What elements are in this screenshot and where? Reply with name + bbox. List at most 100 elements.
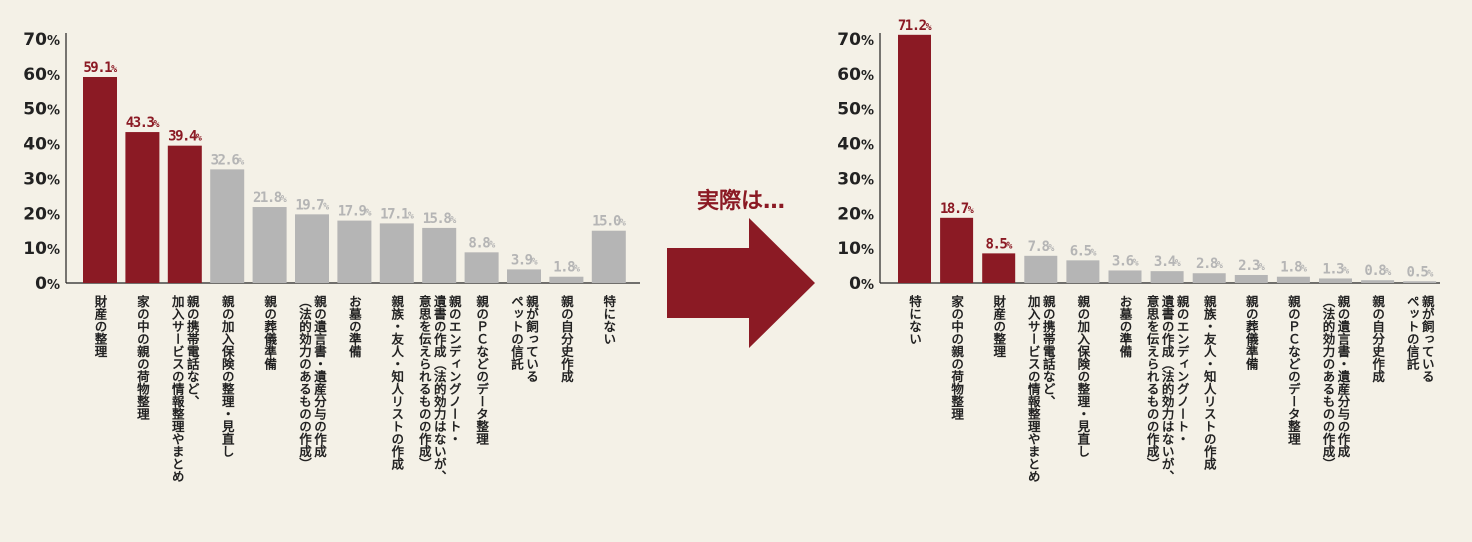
bar	[125, 132, 160, 283]
category-label: 親のエンディングノート・遺書の作成（法的効力はないが、意思を伝えられるものの作成…	[417, 294, 462, 483]
y-tick-label: 10%	[837, 239, 874, 259]
data-label: 32.6%	[211, 152, 245, 168]
bar	[464, 252, 499, 283]
category-label: 親の葬儀準備	[262, 294, 277, 371]
category-label: 特にない	[907, 294, 922, 345]
y-tick-label: 0%	[849, 274, 874, 294]
y-tick-label: 30%	[23, 169, 60, 189]
bar	[83, 76, 117, 283]
bar	[252, 207, 287, 283]
category-label-line: 親の遺言書・遺産分与の作成	[1336, 294, 1351, 458]
category-label-line: 親のＰＣなどのデータ整理	[474, 294, 489, 446]
bar	[1150, 271, 1184, 283]
category-label-line: 親の加入保険の整理・見直し	[220, 294, 235, 458]
bar	[422, 227, 457, 283]
data-label: 15.8%	[423, 211, 457, 227]
category-label: 親の加入保険の整理・見直し	[1075, 294, 1090, 458]
data-label: 3.9%	[511, 252, 538, 268]
y-tick-label: 40%	[23, 135, 60, 155]
bar	[167, 145, 202, 283]
data-label: 2.3%	[1238, 258, 1265, 274]
category-label-line: 親の加入保険の整理・見直し	[1075, 294, 1090, 458]
category-label: 親の加入保険の整理・見直し	[220, 294, 235, 458]
category-label-line: 親族・友人・知人リストの作成	[389, 294, 404, 471]
category-label-line: （法的効力のあるものの作成）	[1321, 295, 1336, 470]
bar	[1066, 260, 1100, 283]
category-label-line: 親の携帯電話など、	[1041, 294, 1056, 408]
category-label-line: 特にない	[907, 294, 922, 345]
category-label-line: 親の自分史作成	[559, 294, 574, 383]
data-label: 8.8%	[468, 235, 495, 251]
bar	[1361, 280, 1395, 283]
category-label: 特にない	[601, 294, 616, 345]
category-label: 親の遺言書・遺産分与の作成（法的効力のあるものの作成）	[297, 294, 327, 470]
y-tick-label: 60%	[23, 65, 60, 85]
data-label: 43.3%	[126, 115, 160, 131]
data-label: 1.8%	[553, 260, 580, 276]
data-label: 21.8%	[253, 190, 287, 206]
category-label: お墓の準備	[1118, 295, 1133, 358]
bar	[591, 230, 626, 283]
category-label-line: お墓の準備	[347, 295, 362, 358]
data-label: 0.8%	[1364, 263, 1391, 279]
category-label: 親の携帯電話など、加入サービスの情報整理やまとめ	[170, 294, 200, 483]
bar	[1403, 281, 1437, 283]
bar	[379, 223, 414, 283]
category-label-line: 親の葬儀準備	[1244, 294, 1259, 371]
category-label: 財産の整理	[991, 294, 1006, 358]
data-label: 6.5%	[1070, 243, 1097, 259]
category-label-line: ペットの信託	[1405, 295, 1420, 371]
data-label: 17.1%	[380, 206, 414, 222]
category-label: 親の遺言書・遺産分与の作成（法的効力のあるものの作成）	[1321, 294, 1351, 470]
category-label-line: 特にない	[601, 294, 616, 345]
bar	[982, 253, 1016, 283]
data-label: 1.3%	[1322, 261, 1349, 277]
bar	[549, 276, 584, 283]
bar	[1276, 276, 1310, 283]
bar	[1192, 273, 1226, 283]
category-label: 親族・友人・知人リストの作成	[1202, 294, 1217, 471]
bar	[940, 217, 974, 283]
category-label: 財産の整理	[93, 294, 108, 358]
y-tick-label: 30%	[837, 169, 874, 189]
category-label: 親の葬儀準備	[1244, 294, 1259, 371]
y-tick-label: 50%	[23, 100, 60, 120]
category-label: お墓の準備	[347, 295, 362, 358]
y-tick-label: 20%	[837, 204, 874, 224]
data-label: 18.7%	[940, 201, 974, 217]
category-label-line: ペットの信託	[509, 295, 524, 371]
data-label: 8.5%	[986, 236, 1013, 252]
data-label: 19.7%	[295, 197, 329, 213]
bar	[210, 169, 245, 283]
y-tick-label: 40%	[837, 135, 874, 155]
category-label: 親のＰＣなどのデータ整理	[474, 294, 489, 446]
data-label: 59.1%	[83, 60, 117, 76]
data-label: 15.0%	[592, 214, 626, 230]
bar	[1319, 278, 1352, 283]
data-label: 1.8%	[1280, 260, 1307, 276]
category-label: 親のエンディングノート・遺書の作成（法的効力はないが、意思を伝えられるものの作成…	[1145, 294, 1190, 483]
data-label: 7.8%	[1028, 239, 1055, 255]
category-label-line: 親のＰＣなどのデータ整理	[1286, 294, 1301, 446]
chart-before: 0% 10% 20% 30% 40% 50% 60% 70% 59.1% 財産の整理 43.3% 家の…	[23, 30, 640, 483]
category-label-line: 親の携帯電話など、	[185, 294, 200, 408]
bar	[898, 34, 931, 284]
category-label-line: 意思を伝えられるものの作成）	[417, 294, 432, 470]
category-label-line: 加入サービスの情報整理やまとめ	[170, 294, 185, 483]
category-label-line: 遺書の作成（法的効力はないが、	[1160, 294, 1175, 483]
data-label: 71.2%	[898, 18, 932, 34]
category-label-line: 親が飼っている	[1420, 294, 1435, 383]
arrow-label: 実際は…	[697, 188, 785, 214]
y-tick-label: 50%	[837, 100, 874, 120]
bar	[507, 269, 541, 283]
category-label: 親の自分史作成	[1370, 294, 1385, 383]
category-label-line: 親の遺言書・遺産分与の作成	[312, 294, 327, 458]
category-label: 親の携帯電話など、加入サービスの情報整理やまとめ	[1026, 294, 1056, 483]
category-label-line: 財産の整理	[93, 294, 108, 358]
category-label-line: （法的効力のあるものの作成）	[297, 295, 312, 470]
data-label: 17.9%	[338, 204, 372, 220]
y-tick-label: 20%	[23, 204, 60, 224]
chart-actual: 0% 10% 20% 30% 40% 50% 60% 70% 71.2% 特にない 18.7% 家の中…	[837, 18, 1440, 483]
category-label-line: 遺書の作成（法的効力はないが、	[432, 294, 447, 483]
